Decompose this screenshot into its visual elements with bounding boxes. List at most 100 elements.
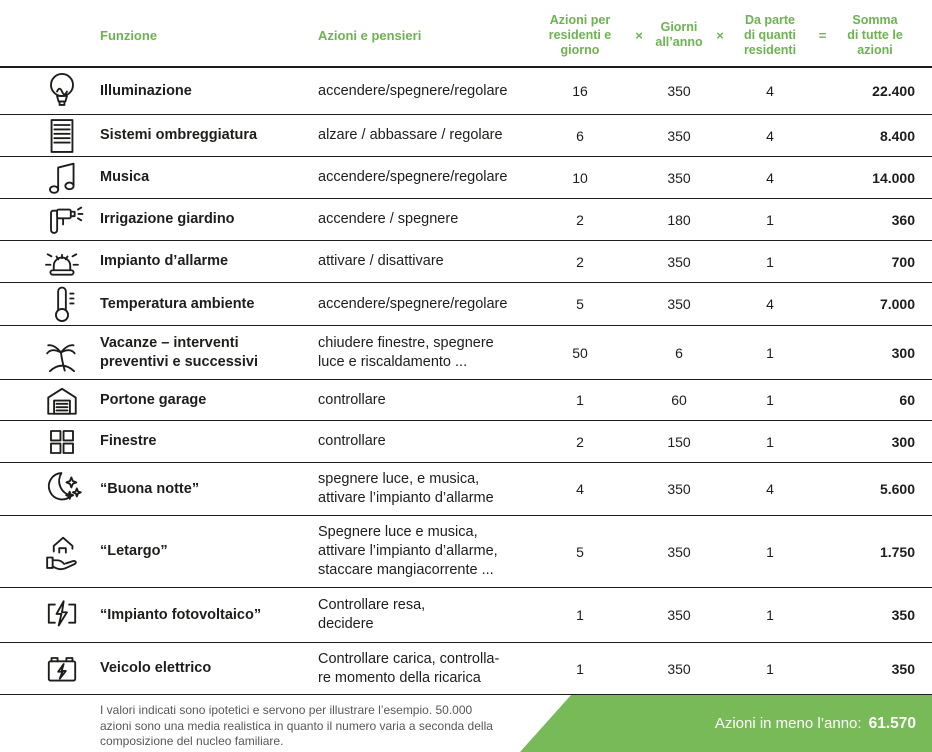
light-bulb-icon <box>40 69 84 113</box>
row-funzione-label: “Buona notte” <box>100 480 200 497</box>
row-icon-cell <box>0 467 100 511</box>
table-row: “Buona notte” spegnere luce, e musica, a… <box>0 463 932 516</box>
banner-label: Azioni in meno l’anno: <box>714 715 862 732</box>
table-row: Irrigazione giardino accendere / spegner… <box>0 199 932 241</box>
row-azioni-per-giorno: 2 <box>576 433 584 450</box>
table-row: Finestre controllare 2 150 1 300 <box>0 421 932 463</box>
row-azioni-per-giorno: 5 <box>576 543 584 560</box>
row-somma-azioni: 350 <box>891 607 915 623</box>
table-row: Veicolo elettrico Controllare carica, co… <box>0 643 932 695</box>
row-somma-azioni: 7.000 <box>879 296 915 312</box>
row-giorni-anno: 350 <box>667 481 691 497</box>
row-somma-azioni: 8.400 <box>879 127 915 144</box>
row-funzione-label: Irrigazione giardino <box>100 211 235 227</box>
row-residenti: 1 <box>766 543 774 560</box>
row-residenti: 1 <box>766 253 774 270</box>
row-funzione-label: Vacanze – interventi preventivi e succes… <box>100 334 258 370</box>
table-row: Sistemi ombreggiatura alzare / abbassare… <box>0 115 932 157</box>
row-azioni-per-giorno: 5 <box>576 296 584 312</box>
row-azioni-per-giorno: 16 <box>572 83 588 99</box>
row-azioni-per-giorno: 1 <box>576 660 584 677</box>
moon-stars-icon <box>40 467 84 511</box>
table-row: “Letargo” Spegnere luce e musica, attiva… <box>0 516 932 588</box>
battery-bolt-icon <box>40 647 84 691</box>
header-da-parte-residenti: Da parte di quanti residenti <box>743 12 797 57</box>
solar-panel-icon <box>40 593 84 637</box>
row-icon-cell <box>0 647 100 691</box>
row-icon-cell <box>0 69 100 113</box>
alarm-siren-icon <box>40 240 84 284</box>
row-funzione-label: Finestre <box>100 433 157 449</box>
header-funzione: Funzione <box>100 27 158 43</box>
row-azioni-pensieri: accendere / spegnere <box>318 211 459 227</box>
row-somma-azioni: 350 <box>891 660 915 677</box>
row-funzione-label: Illuminazione <box>100 82 192 99</box>
garden-sprinkler-icon <box>40 198 84 242</box>
row-residenti: 4 <box>766 127 774 144</box>
row-azioni-pensieri: chiudere finestre, spegnere luce e risca… <box>318 334 494 370</box>
savings-banner: Azioni in meno l’anno: 61.570 <box>520 695 932 752</box>
row-residenti: 1 <box>766 392 774 408</box>
row-giorni-anno: 350 <box>667 660 691 677</box>
row-giorni-anno: 350 <box>667 253 691 270</box>
row-azioni-pensieri: controllare <box>318 433 386 449</box>
row-azioni-pensieri: attivare / disattivare <box>318 253 444 269</box>
palm-island-icon <box>40 331 84 375</box>
row-icon-cell <box>0 240 100 284</box>
row-giorni-anno: 350 <box>667 296 691 312</box>
row-funzione-label: “Impianto fotovoltaico” <box>100 606 262 623</box>
row-residenti: 1 <box>766 660 774 677</box>
header-azioni-per-residenti: Azioni per residenti e giorno <box>548 12 612 57</box>
row-residenti: 1 <box>766 607 774 623</box>
row-funzione-label: Impianto d’allarme <box>100 253 229 269</box>
row-icon-cell <box>0 198 100 242</box>
row-residenti: 4 <box>766 83 774 99</box>
row-azioni-per-giorno: 2 <box>576 211 584 228</box>
row-somma-azioni: 300 <box>891 344 915 361</box>
multiply-operator: × <box>635 27 643 43</box>
row-icon-cell <box>0 530 100 574</box>
row-giorni-anno: 350 <box>667 169 691 186</box>
row-giorni-anno: 350 <box>667 607 691 623</box>
row-residenti: 1 <box>766 433 774 450</box>
header-giorni-anno: Giorni all’anno <box>655 20 703 49</box>
row-residenti: 4 <box>766 169 774 186</box>
footnote-text: I valori indicati sono ipotetici e servo… <box>100 703 493 748</box>
row-azioni-pensieri: Controllare carica, controlla- re moment… <box>318 650 500 686</box>
row-funzione-label: “Letargo” <box>100 543 168 559</box>
row-funzione-label: Temperatura ambiente <box>100 295 255 312</box>
row-somma-azioni: 14.000 <box>872 169 915 186</box>
banner-value: 61.570 <box>868 714 916 732</box>
row-azioni-per-giorno: 1 <box>576 607 584 623</box>
row-giorni-anno: 350 <box>667 543 691 560</box>
row-giorni-anno: 6 <box>675 344 683 361</box>
table-row: Impianto d’allarme attivare / disattivar… <box>0 241 932 283</box>
row-azioni-pensieri: accendere/spegnere/regolare <box>318 82 508 99</box>
row-giorni-anno: 350 <box>667 127 691 144</box>
row-funzione-label: Veicolo elettrico <box>100 660 212 676</box>
row-azioni-pensieri: accendere/spegnere/regolare <box>318 295 508 312</box>
row-azioni-per-giorno: 1 <box>576 392 584 408</box>
row-icon-cell <box>0 378 100 422</box>
row-somma-azioni: 360 <box>891 211 915 228</box>
window-panes-icon <box>40 420 84 464</box>
table-row: Temperatura ambiente accendere/spegnere/… <box>0 283 932 326</box>
row-funzione-label: Sistemi ombreggiatura <box>100 127 258 143</box>
row-residenti: 4 <box>766 296 774 312</box>
row-residenti: 4 <box>766 481 774 497</box>
row-somma-azioni: 60 <box>899 392 915 408</box>
table-row: Portone garage controllare 1 60 1 60 <box>0 380 932 421</box>
row-azioni-per-giorno: 10 <box>572 169 588 186</box>
row-funzione-label: Musica <box>100 169 150 185</box>
row-azioni-per-giorno: 6 <box>576 127 584 144</box>
row-giorni-anno: 350 <box>667 83 691 99</box>
row-icon-cell <box>0 420 100 464</box>
row-azioni-per-giorno: 50 <box>572 344 588 361</box>
row-azioni-per-giorno: 4 <box>576 481 584 497</box>
multiply-operator: × <box>716 27 724 43</box>
row-somma-azioni: 1.750 <box>879 543 915 560</box>
row-azioni-pensieri: Controllare resa, decidere <box>318 597 426 632</box>
header-somma-azioni: Somma di tutte le azioni <box>847 12 903 57</box>
garage-icon <box>40 378 84 422</box>
